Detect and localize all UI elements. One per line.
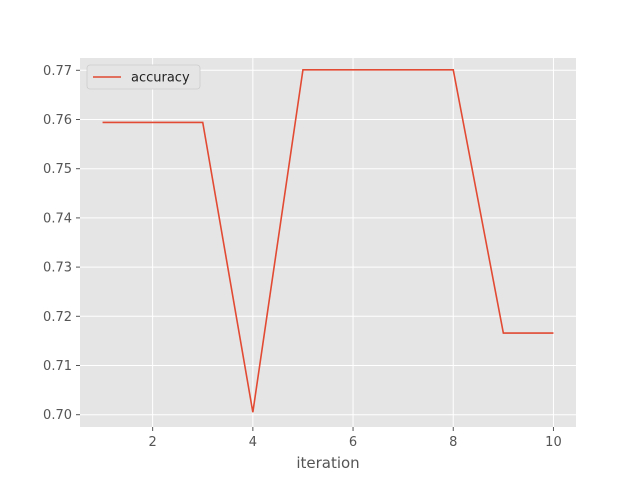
series-line-accuracy	[102, 69, 554, 413]
legend-box	[86, 64, 201, 90]
y-ticks: 0.70 0.71 0.72 0.73 0.74 0.75 0.76 0.77	[43, 64, 80, 423]
x-tick-label: 10	[545, 435, 562, 450]
x-axis-title: iteration	[296, 454, 359, 472]
legend-label: accuracy	[131, 71, 190, 86]
x-ticks: 2 4 6 8 10	[149, 427, 562, 450]
y-tick-label: 0.75	[43, 162, 72, 177]
y-tick-label: 0.72	[43, 310, 72, 325]
y-tick-label: 0.70	[43, 408, 72, 423]
series-lines	[102, 69, 554, 413]
x-tick-label: 4	[249, 435, 257, 450]
x-tick-label: 2	[149, 435, 157, 450]
y-tick-label: 0.76	[43, 113, 72, 128]
y-tick-label: 0.71	[43, 359, 72, 374]
legend: accuracy	[86, 64, 201, 90]
plot-background	[80, 58, 576, 427]
x-tick-label: 8	[449, 435, 457, 450]
y-tick-label: 0.77	[43, 64, 72, 79]
y-tick-label: 0.73	[43, 261, 72, 276]
y-tick-label: 0.74	[43, 211, 72, 226]
x-tick-label: 6	[349, 435, 357, 450]
